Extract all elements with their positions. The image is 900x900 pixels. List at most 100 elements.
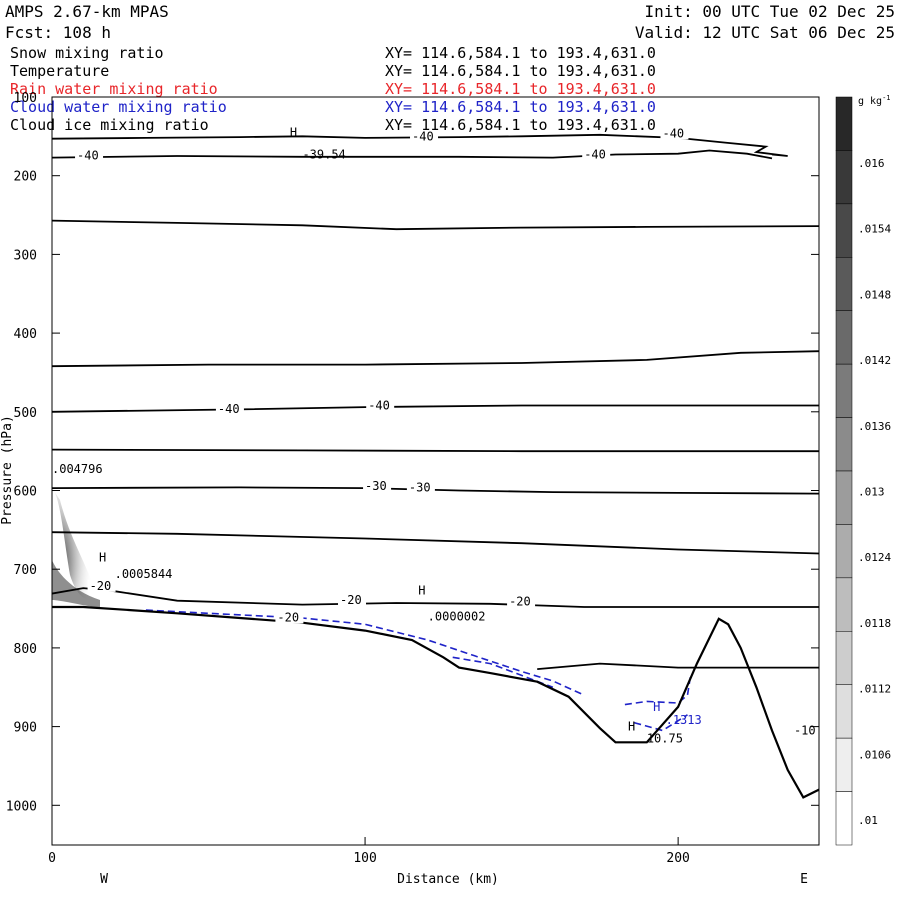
x-tick-label: 0 <box>48 851 56 866</box>
contour-label: -20 <box>509 595 531 609</box>
colorbar-unit: g kg-1 <box>858 94 891 107</box>
field-xy-range: XY= 114.6,584.1 to 193.4,631.0 <box>385 44 656 62</box>
contour-label: -20 <box>340 593 362 607</box>
contour-label-bg <box>366 399 395 412</box>
colorbar-label: .016 <box>858 157 885 170</box>
colorbar-swatch <box>835 257 853 311</box>
x-axis: 0 100 200 <box>48 837 690 866</box>
direction-west: W <box>100 872 108 887</box>
contour-label-bg <box>410 130 439 143</box>
contour-labels: -40 -40 -40 -40 -40 -40 -30 -30 -20 -20 -20 -20 -10 <box>75 126 820 738</box>
plot-frame <box>51 96 820 846</box>
field-list: Snow mixing ratio XY= 114.6,584.1 to 193.… <box>10 44 656 134</box>
isotherm-line <box>52 448 819 453</box>
colorbar-swatch <box>835 470 853 525</box>
isotherm-line <box>52 350 819 368</box>
contour-label-bg <box>582 148 611 161</box>
y-tick-label: 700 <box>14 563 37 578</box>
colorbar-swatch <box>835 524 853 579</box>
contour-label-bg <box>275 611 304 624</box>
colorbar-swatch <box>835 791 853 846</box>
colorbar-label: .0154 <box>858 223 891 236</box>
snow-shading <box>52 488 100 608</box>
colorbar-label: .0148 <box>858 288 891 301</box>
forecast-hour: Fcst: 108 h <box>5 23 111 42</box>
colorbar-label: .013 <box>858 486 885 499</box>
colorbar: .016 .0154 .0148 .0142 .0136 .013 .0124 .0118 .0… <box>835 96 891 846</box>
colorbar-swatch <box>835 203 853 258</box>
colorbar-swatch <box>835 417 853 472</box>
contour-label: -40 <box>584 148 606 162</box>
annotation-text: 10.75 <box>647 731 683 745</box>
contour-label-bg <box>660 127 689 140</box>
annotations: H-39.54.004796H.0005844H.0000002H.1313H1… <box>52 125 702 745</box>
annotation-text: .004796 <box>52 462 103 476</box>
contour-label-bg <box>507 595 536 608</box>
annotation-text: H <box>418 583 425 597</box>
colorbar-label: .0124 <box>858 551 891 564</box>
temperature-contours <box>52 133 819 670</box>
contour-label-bg <box>363 479 392 492</box>
annotation-text: H <box>628 720 635 734</box>
direction-east: E <box>800 872 808 887</box>
annotation-text: .0005844 <box>115 567 173 581</box>
model-title: AMPS 2.67-km MPAS <box>5 2 169 21</box>
contour-label: -40 <box>412 129 434 143</box>
annotation-text: H <box>99 550 106 564</box>
colorbar-label: .0106 <box>858 748 891 761</box>
contour-label-bg <box>215 402 244 415</box>
annotation-text: -39.54 <box>302 147 345 161</box>
contour-label-bg <box>75 149 104 162</box>
contour-label-bg <box>406 481 435 494</box>
colorbar-swatch <box>835 631 853 685</box>
contour-label: -30 <box>365 479 387 493</box>
contour-label: -40 <box>77 148 99 162</box>
terrain <box>52 605 820 799</box>
valid-time: Valid: 12 UTC Sat 06 Dec 25 <box>635 23 895 42</box>
annotation-text: .1313 <box>666 713 702 727</box>
annotation-text: H <box>290 125 297 139</box>
isotherm-line <box>52 219 819 231</box>
field-name: Snow mixing ratio <box>10 44 164 62</box>
isotherm-line <box>52 587 819 608</box>
field-name: Temperature <box>10 62 109 80</box>
isotherm-line <box>52 486 819 495</box>
colorbar-label: .0112 <box>858 683 891 696</box>
field-xy-range: XY= 114.6,584.1 to 193.4,631.0 <box>385 116 656 134</box>
isotherm-line <box>52 404 819 413</box>
annotation-text: H <box>653 700 660 714</box>
colorbar-swatch <box>835 684 853 739</box>
cloud-water-contour <box>624 675 692 706</box>
field-name: Cloud ice mixing ratio <box>10 116 209 134</box>
cloud-water-contours <box>145 609 692 732</box>
contour-label-bg <box>791 724 820 737</box>
colorbar-swatch <box>835 737 853 792</box>
field-xy-range: XY= 114.6,584.1 to 193.4,631.0 <box>385 98 656 116</box>
y-axis-label: Pressure (hPa) <box>0 415 15 525</box>
field-xy-range: XY= 114.6,584.1 to 193.4,631.0 <box>385 80 656 98</box>
field-xy-range: XY= 114.6,584.1 to 193.4,631.0 <box>385 62 656 80</box>
y-tick-label: 400 <box>14 327 37 342</box>
y-tick-label: 200 <box>14 170 37 185</box>
y-axis: 100 200 300 400 500 600 700 800 900 1000 <box>6 91 819 814</box>
colorbar-swatch <box>835 150 853 205</box>
isotherm-line <box>52 149 773 160</box>
annotation-text: .0000002 <box>428 609 486 623</box>
isotherm-line <box>52 531 819 555</box>
colorbar-swatch <box>835 96 853 151</box>
y-tick-label: 800 <box>14 642 37 657</box>
contour-label: -40 <box>368 399 390 413</box>
contour-label: -20 <box>90 579 112 593</box>
plot-area: -40-40-40-40-40 -40-30 -30-20-20 -20-20-10 … <box>6 91 820 866</box>
y-tick-label: 600 <box>14 485 37 500</box>
colorbar-label: .0136 <box>858 420 891 433</box>
contour-label-bg <box>338 594 367 607</box>
contour-label: -40 <box>662 126 684 140</box>
field-name: Rain water mixing ratio <box>10 80 218 98</box>
y-tick-label: 900 <box>14 721 37 736</box>
init-time: Init: 00 UTC Tue 02 Dec 25 <box>645 2 895 21</box>
contour-label: -40 <box>218 402 240 416</box>
y-tick-label: 100 <box>14 91 37 106</box>
